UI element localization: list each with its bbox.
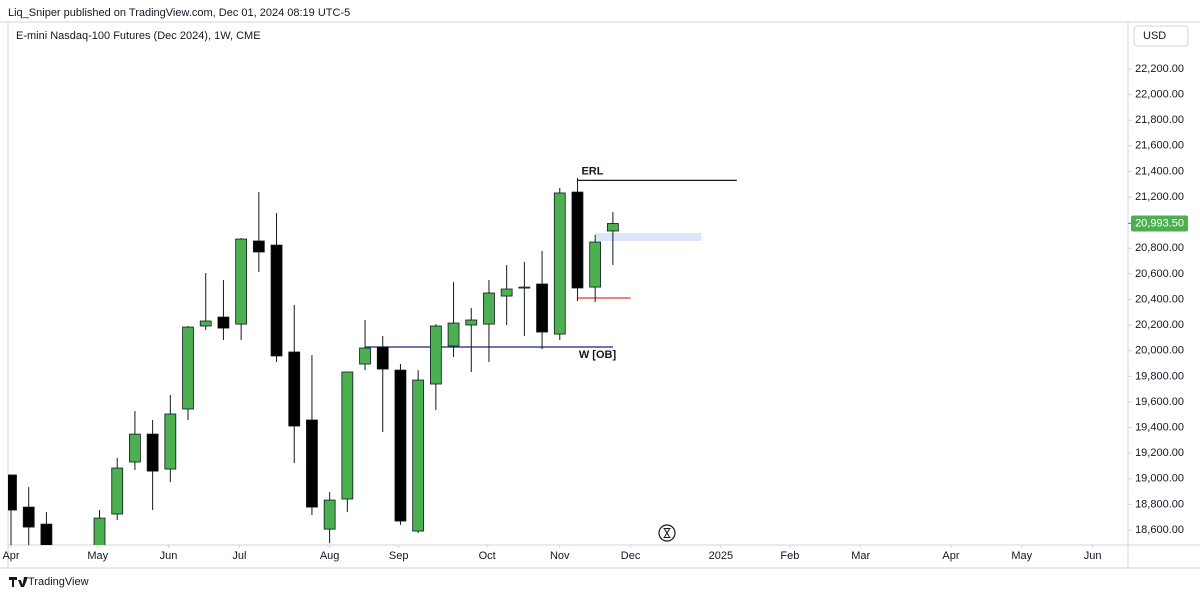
zone-box (595, 233, 702, 241)
x-tick-label: Apr (942, 550, 959, 562)
candle-body (429, 325, 442, 385)
candle-body (412, 379, 425, 532)
candle-body (394, 369, 407, 522)
y-tick-label: 19,000.00 (1135, 473, 1184, 485)
candle-body (606, 223, 619, 232)
candle-body (500, 288, 513, 297)
chart-title: E-mini Nasdaq-100 Futures (Dec 2024), 1W… (16, 30, 261, 42)
candle-body (518, 286, 531, 289)
x-tick-label: Sep (389, 550, 409, 562)
x-tick-label: Apr (2, 550, 19, 562)
candle-body (571, 191, 584, 289)
y-tick-label: 22,200.00 (1135, 63, 1184, 75)
footer-brand: TradingView (28, 576, 89, 588)
published-line: Liq_Sniper published on TradingView.com,… (8, 7, 350, 19)
y-tick-label: 21,600.00 (1135, 140, 1184, 152)
y-tick-label: 19,600.00 (1135, 396, 1184, 408)
level-label: W [OB] (579, 349, 617, 361)
x-tick-label: 2025 (709, 550, 733, 562)
tradingview-logo (9, 577, 28, 587)
candle-body (447, 322, 460, 347)
currency-box[interactable] (1133, 25, 1189, 47)
candle-body (217, 316, 230, 329)
candle-body (288, 351, 301, 427)
candle-body (146, 433, 159, 472)
candle-body (164, 413, 177, 470)
candle-body (235, 238, 248, 325)
candle-body (341, 371, 354, 500)
x-tick-label: Jun (1084, 550, 1102, 562)
x-tick-label: Aug (320, 550, 340, 562)
candle-body (8, 474, 17, 511)
x-tick-label: May (1011, 550, 1032, 562)
candle-body (553, 192, 566, 335)
x-tick-label: Jun (160, 550, 178, 562)
candle-body (270, 244, 283, 357)
candle-body (252, 240, 265, 253)
y-tick-label: 20,000.00 (1135, 345, 1184, 357)
level-label: ERL (581, 165, 603, 177)
candle-body (376, 346, 389, 370)
y-tick-label: 20,200.00 (1135, 319, 1184, 331)
y-tick-label: 18,600.00 (1135, 524, 1184, 536)
y-tick-label: 19,800.00 (1135, 370, 1184, 382)
plot-area (8, 177, 737, 545)
candle-body (589, 241, 602, 288)
candle-body (129, 433, 141, 463)
candle-body (93, 517, 106, 545)
x-tick-label: May (87, 550, 108, 562)
last-price-label: 20,993.50 (1135, 217, 1184, 229)
candle-body (199, 320, 212, 327)
candle-body (22, 506, 35, 528)
x-tick-label: Nov (550, 550, 570, 562)
y-tick-label: 20,800.00 (1135, 242, 1184, 254)
last-price-tag (1131, 215, 1188, 232)
currency: USD (1143, 30, 1166, 42)
candle-body (182, 326, 194, 410)
y-tick-label: 20,400.00 (1135, 293, 1184, 305)
x-tick-label: Dec (621, 550, 641, 562)
x-tick-label: Mar (851, 550, 870, 562)
candle-body (359, 347, 371, 365)
y-tick-label: 22,000.00 (1135, 89, 1184, 101)
candle-body (536, 283, 548, 333)
y-tick-label: 21,200.00 (1135, 191, 1184, 203)
x-tick-label: Oct (479, 550, 496, 562)
candle-body (306, 419, 318, 508)
candle-body (111, 467, 124, 515)
candle-body (40, 523, 53, 545)
x-tick-label: Jul (232, 550, 246, 562)
candle-body (465, 319, 478, 326)
candle-body (483, 292, 495, 325)
y-tick-label: 18,800.00 (1135, 498, 1184, 510)
candle-body (323, 499, 336, 530)
y-tick-label: 21,400.00 (1135, 165, 1184, 177)
y-tick-label: 21,800.00 (1135, 114, 1184, 126)
x-tick-label: Feb (780, 550, 799, 562)
y-tick-label: 19,400.00 (1135, 421, 1184, 433)
y-tick-label: 20,600.00 (1135, 268, 1184, 280)
replay-icon[interactable] (658, 524, 676, 542)
y-tick-label: 19,200.00 (1135, 447, 1184, 459)
